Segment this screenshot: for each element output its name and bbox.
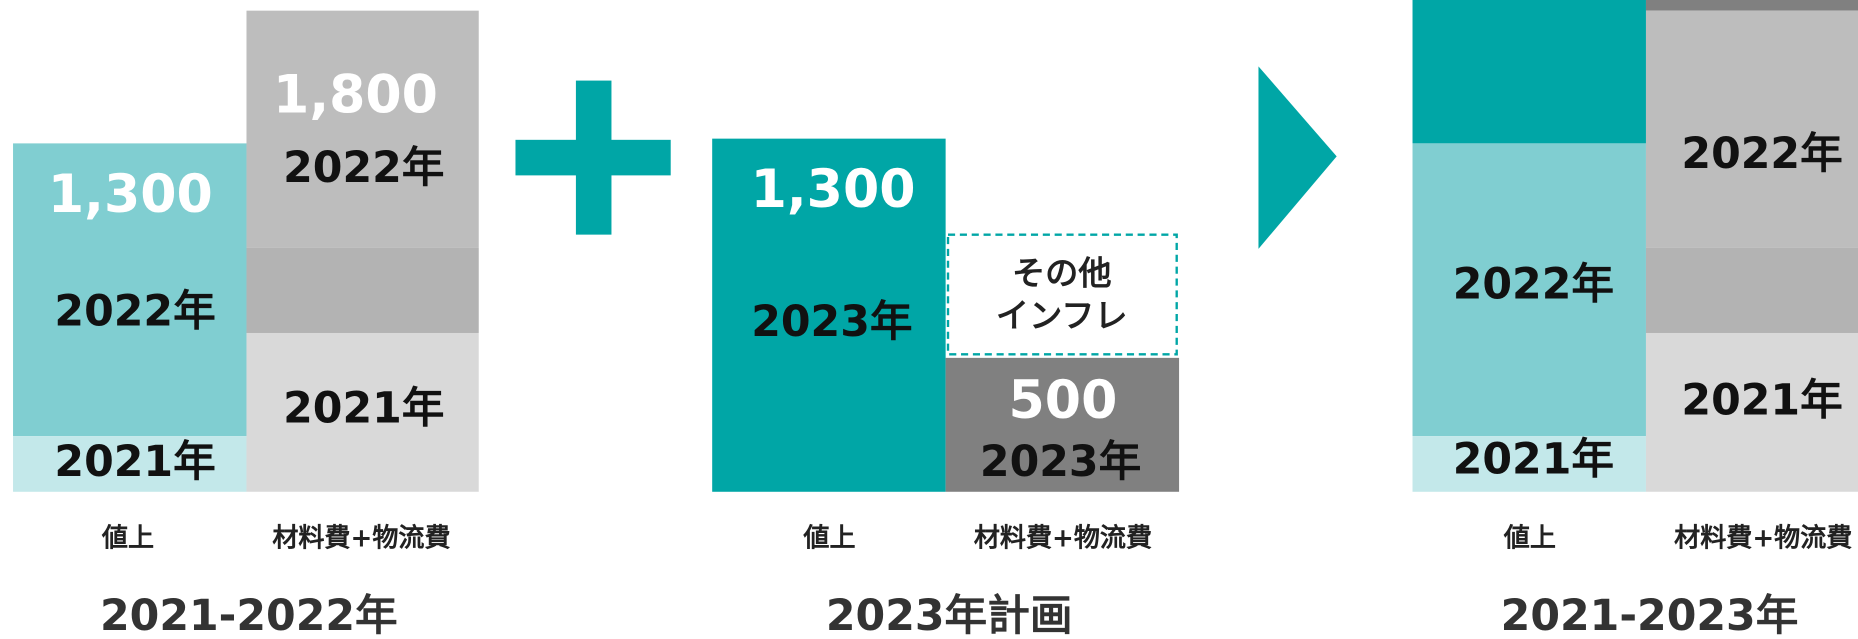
segment bbox=[1645, 247, 1858, 333]
column-label: 材料費+物流費 bbox=[1674, 524, 1852, 554]
panel-title: 2021-2023年 bbox=[1501, 591, 1799, 639]
segment bbox=[945, 357, 1180, 492]
year-label: 2022年 bbox=[1681, 129, 1842, 179]
value-label: 1,300 bbox=[48, 165, 213, 225]
segment bbox=[1412, 143, 1646, 437]
other-label: インフレ bbox=[996, 296, 1128, 335]
arrow bbox=[1258, 66, 1337, 249]
column-label: 値上 bbox=[802, 524, 855, 554]
segment bbox=[246, 247, 479, 333]
panel-title: 2023年計画 bbox=[826, 591, 1073, 639]
value-label: 500 bbox=[1009, 371, 1118, 431]
year-label: 2022年 bbox=[54, 287, 215, 337]
year-label: 2023年 bbox=[980, 437, 1141, 487]
segment bbox=[246, 10, 479, 248]
year-label: 2023年 bbox=[751, 297, 912, 347]
column-label: 材料費+物流費 bbox=[272, 524, 450, 554]
segment bbox=[1645, 10, 1858, 248]
value-label: 1,300 bbox=[751, 160, 916, 220]
dashed-segment bbox=[946, 233, 1178, 356]
segment bbox=[1412, 0, 1646, 144]
segment bbox=[13, 143, 247, 437]
column-label: 値上 bbox=[1503, 524, 1556, 554]
segment bbox=[712, 138, 946, 492]
year-label: 2022年 bbox=[1453, 259, 1614, 309]
year-label: 2021年 bbox=[1453, 435, 1614, 485]
segment bbox=[1645, 332, 1858, 492]
year-label: 2021年 bbox=[54, 437, 215, 487]
segment bbox=[13, 436, 247, 492]
segment bbox=[1412, 436, 1646, 492]
panel-title: 2021-2022年 bbox=[100, 591, 398, 639]
value-label: 1,800 bbox=[273, 65, 438, 125]
column-label: 材料費+物流費 bbox=[974, 524, 1152, 554]
plus-sign bbox=[515, 139, 671, 176]
column-label: 値上 bbox=[101, 524, 154, 554]
segment bbox=[1645, 0, 1858, 11]
segment bbox=[246, 332, 479, 492]
other-label: その他 bbox=[1012, 253, 1112, 292]
year-label: 2022年 bbox=[283, 143, 444, 193]
year-label: 2021年 bbox=[283, 384, 444, 434]
year-label: 2021年 bbox=[1681, 375, 1842, 425]
